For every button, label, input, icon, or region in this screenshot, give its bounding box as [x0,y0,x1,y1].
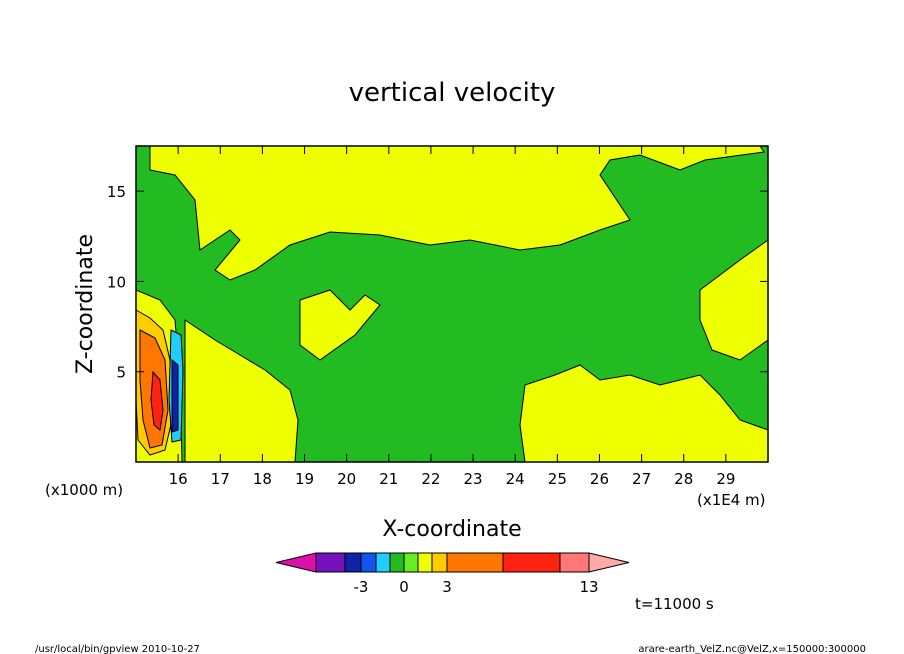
colorbar-upper-arrow [588,552,630,573]
x-tick-label: 23 [464,470,483,488]
x-unit-label: (x1E4 m) [697,491,766,509]
y-axis: 5 10 15 [107,183,768,382]
contour-region-red [150,370,164,431]
x-tick-label: 22 [421,470,440,488]
colorbar-box [446,552,504,573]
colorbar-box [431,552,448,573]
x-tick-label: 26 [590,470,609,488]
footer-left: /usr/local/bin/gpview 2010-10-27 [35,644,200,654]
x-axis: 16 17 18 19 20 21 22 23 24 25 26 27 28 29 [169,146,735,488]
contour-region-yellow-top [149,145,765,281]
colorbar-tick-label: 13 [579,578,598,596]
time-label: t=11000 s [635,595,714,613]
x-tick-label: 27 [632,470,651,488]
y-tick-label: 15 [107,183,126,201]
x-tick-label: 29 [716,470,735,488]
contour-region-dark-blue [171,358,179,433]
colorbar-box [502,552,561,573]
contour-region-yellow-mid [299,289,381,361]
colorbar-tick-label: -3 [354,578,369,596]
plot-frame [135,145,769,463]
colorbar-box [417,552,433,573]
y-axis-label: Z-coordinate [73,234,98,374]
plot-area: 16 17 18 19 20 21 22 23 24 25 26 27 28 29 5 10 15 [107,145,769,488]
colorbar-tick-label: 0 [399,578,409,596]
contour-region-yellow-top-right [699,239,769,361]
x-axis-label: X-coordinate [382,517,521,542]
colorbar-box [559,552,590,573]
x-tick-label: 28 [674,470,693,488]
x-tick-label: 20 [337,470,356,488]
colorbar-box [344,552,362,573]
x-tick-label: 18 [253,470,272,488]
x-tick-label: 25 [548,470,567,488]
y-unit-label: (x1000 m) [45,481,123,499]
colorbar: -3 0 3 13 [275,552,630,596]
colorbar-box [315,552,346,573]
footer-right: arare-earth_VelZ.nc@VelZ,x=150000:300000 [638,644,866,654]
colorbar-box [375,552,391,573]
colorbar-tick-label: 3 [442,578,452,596]
colorbar-box [360,552,377,573]
colorbar-box [403,552,419,573]
x-tick-label: 19 [295,470,314,488]
x-tick-label: 21 [379,470,398,488]
y-tick-label: 5 [116,364,126,382]
chart-title: vertical velocity [349,78,556,108]
x-tick-label: 24 [506,470,525,488]
x-tick-label: 17 [211,470,230,488]
colorbar-box [389,552,405,573]
x-tick-label: 16 [169,470,188,488]
colorbar-lower-arrow [275,552,317,573]
y-tick-label: 10 [107,273,126,291]
